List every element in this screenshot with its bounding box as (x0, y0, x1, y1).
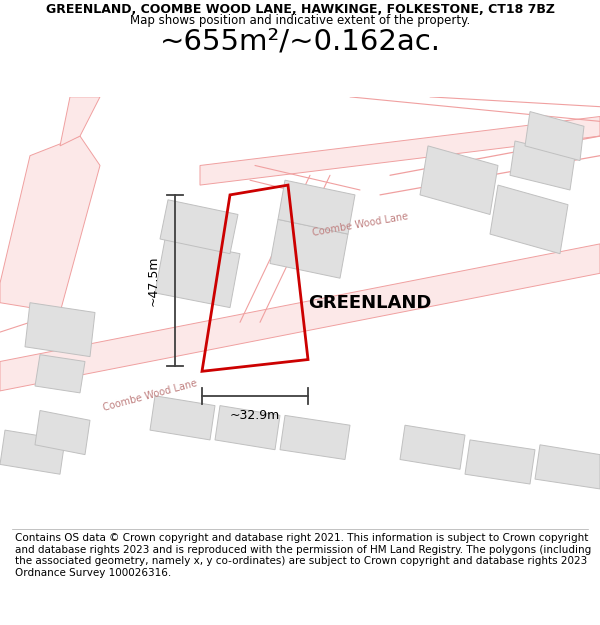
Polygon shape (200, 116, 600, 185)
Polygon shape (270, 219, 348, 278)
Text: GREENLAND, COOMBE WOOD LANE, HAWKINGE, FOLKESTONE, CT18 7BZ: GREENLAND, COOMBE WOOD LANE, HAWKINGE, F… (46, 3, 554, 16)
Polygon shape (150, 396, 215, 440)
Text: ~32.9m: ~32.9m (230, 409, 280, 422)
Polygon shape (35, 411, 90, 454)
Polygon shape (0, 136, 100, 312)
Polygon shape (25, 302, 95, 357)
Text: Coombe Wood Lane: Coombe Wood Lane (102, 378, 198, 413)
Polygon shape (420, 146, 498, 214)
Text: GREENLAND: GREENLAND (308, 294, 431, 312)
Text: Contains OS data © Crown copyright and database right 2021. This information is : Contains OS data © Crown copyright and d… (15, 533, 591, 578)
Text: ~655m²/~0.162ac.: ~655m²/~0.162ac. (160, 28, 440, 56)
Polygon shape (280, 416, 350, 459)
Polygon shape (465, 440, 535, 484)
Polygon shape (490, 185, 568, 254)
Polygon shape (35, 354, 85, 393)
Text: Coombe Wood Lane: Coombe Wood Lane (311, 211, 409, 238)
Text: ~47.5m: ~47.5m (146, 256, 160, 306)
Polygon shape (0, 244, 600, 391)
Polygon shape (155, 239, 240, 308)
Polygon shape (510, 141, 575, 190)
Polygon shape (525, 112, 584, 161)
Polygon shape (160, 200, 238, 254)
Polygon shape (215, 406, 280, 450)
Polygon shape (60, 97, 100, 146)
Polygon shape (0, 430, 65, 474)
Polygon shape (535, 445, 600, 489)
Text: Map shows position and indicative extent of the property.: Map shows position and indicative extent… (130, 14, 470, 28)
Polygon shape (278, 180, 355, 234)
Polygon shape (400, 425, 465, 469)
